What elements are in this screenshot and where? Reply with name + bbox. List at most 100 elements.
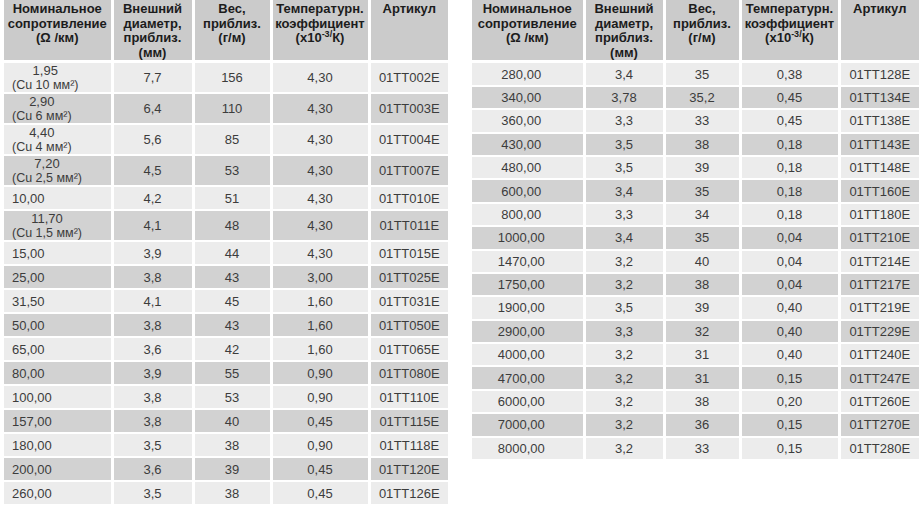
table-row: 200,003,6390,4501TT120E <box>4 457 448 481</box>
diameter-cell: 3,8 <box>112 409 193 433</box>
resistance-value: 430,00 <box>472 137 571 152</box>
weight-cell: 39 <box>193 457 271 481</box>
resistance-value: 157,00 <box>12 414 52 429</box>
copper-equivalent-note: (Cu 6 мм²) <box>12 109 72 123</box>
diameter-cell: 3,8 <box>112 265 193 289</box>
tcoeff-cell: 0,45 <box>271 481 369 504</box>
article-cell: 01TT110E <box>369 385 448 409</box>
resistance-value: 7,20 <box>12 156 82 171</box>
weight-cell: 36 <box>664 413 740 436</box>
tcoeff-cell: 0,15 <box>740 366 839 389</box>
resistance-table-right: Номинальное сопротивление (Ω /км) Внешни… <box>472 0 919 459</box>
copper-equivalent-note: (Cu 1,5 мм²) <box>12 226 82 240</box>
diameter-cell: 3,8 <box>112 385 193 409</box>
tcoeff-unit-tail: К) <box>802 30 814 45</box>
diameter-cell: 3,3 <box>584 320 664 343</box>
article-cell: 01TT214E <box>839 250 919 273</box>
weight-cell: 33 <box>664 437 740 459</box>
diameter-cell: 3,2 <box>584 413 664 436</box>
diameter-cell: 3,2 <box>584 343 664 366</box>
article-cell: 01TT065E <box>369 337 448 361</box>
tcoeff-cell: 0,04 <box>740 273 839 296</box>
article-cell: 01TT007E <box>369 155 448 186</box>
weight-cell: 35,2 <box>664 86 740 109</box>
article-cell: 01TT134E <box>839 86 919 109</box>
resistance-value: 260,00 <box>12 486 52 501</box>
tcoeff-cell: 0,18 <box>740 203 839 226</box>
weight-cell: 43 <box>193 313 271 337</box>
diameter-cell: 4,1 <box>112 289 193 313</box>
weight-cell: 44 <box>193 241 271 265</box>
col-header-article: Артикул <box>839 0 919 62</box>
article-cell: 01TT015E <box>369 241 448 265</box>
resistance-value: 8000,00 <box>472 441 571 456</box>
tcoeff-cell: 4,30 <box>271 62 369 94</box>
table-body: 280,003,4350,3801TT128E340,003,7835,20,4… <box>472 62 919 459</box>
resistance-cell: 800,00 <box>472 203 584 226</box>
tcoeff-cell: 0,18 <box>740 179 839 202</box>
resistance-cell: 10,00 <box>4 186 112 210</box>
weight-cell: 32 <box>664 320 740 343</box>
tcoeff-cell: 0,90 <box>271 385 369 409</box>
table-row: 430,003,5380,1801TT143E <box>472 133 919 156</box>
weight-cell: 38 <box>664 390 740 413</box>
tcoeff-cell: 0,38 <box>740 62 839 86</box>
diameter-cell: 3,9 <box>112 361 193 385</box>
tcoeff-cell: 0,45 <box>740 86 839 109</box>
resistance-cell: 11,70(Cu 1,5 мм²) <box>4 210 112 241</box>
tcoeff-cell: 0,45 <box>271 457 369 481</box>
resistance-table-left: Номинальное сопротивление (Ω /км) Внешни… <box>4 0 448 504</box>
table-row: 100,003,8530,9001TT110E <box>4 385 448 409</box>
diameter-cell: 4,2 <box>112 186 193 210</box>
weight-cell: 85 <box>193 124 271 155</box>
weight-cell: 53 <box>193 155 271 186</box>
resistance-value: 25,00 <box>12 270 45 285</box>
diameter-cell: 3,3 <box>584 203 664 226</box>
article-cell: 01TT260E <box>839 390 919 413</box>
tcoeff-cell: 4,30 <box>271 210 369 241</box>
table-row: 480,003,5390,1801TT148E <box>472 156 919 179</box>
resistance-value: 65,00 <box>12 342 45 357</box>
tcoeff-cell: 0,15 <box>740 437 839 459</box>
table-row: 4700,003,2310,1501TT247E <box>472 366 919 389</box>
table-row: 2,90(Cu 6 мм²)6,41104,3001TT003E <box>4 93 448 124</box>
weight-cell: 39 <box>664 296 740 319</box>
resistance-cell: 1750,00 <box>472 273 584 296</box>
resistance-cell: 600,00 <box>472 179 584 202</box>
weight-cell: 35 <box>664 226 740 249</box>
article-cell: 01TT210E <box>839 226 919 249</box>
diameter-cell: 7,7 <box>112 62 193 94</box>
resistance-value: 50,00 <box>12 318 45 333</box>
col-header-resistance: Номинальное сопротивление (Ω /км) <box>4 0 112 62</box>
resistance-cell: 65,00 <box>4 337 112 361</box>
article-cell: 01TT217E <box>839 273 919 296</box>
weight-cell: 48 <box>193 210 271 241</box>
tcoeff-cell: 4,30 <box>271 186 369 210</box>
tcoeff-header-unit: (x10-3/К) <box>296 30 345 45</box>
tcoeff-cell: 0,40 <box>740 343 839 366</box>
table-row: 800,003,3340,1801TT180E <box>472 203 919 226</box>
resistance-value: 1750,00 <box>472 277 571 292</box>
article-cell: 01TT180E <box>839 203 919 226</box>
article-cell: 01TT025E <box>369 265 448 289</box>
table-row: 1470,003,2400,0401TT214E <box>472 250 919 273</box>
diameter-cell: 3,5 <box>584 296 664 319</box>
article-cell: 01TT050E <box>369 313 448 337</box>
table-row: 1900,003,5390,4001TT219E <box>472 296 919 319</box>
diameter-cell: 3,3 <box>584 109 664 132</box>
tcoeff-cell: 0,90 <box>271 433 369 457</box>
article-cell: 01TT010E <box>369 186 448 210</box>
table-row: 10,004,2514,3001TT010E <box>4 186 448 210</box>
resistance-cell: 8000,00 <box>472 437 584 459</box>
article-cell: 01TT002E <box>369 62 448 94</box>
article-cell: 01TT031E <box>369 289 448 313</box>
resistance-value: 6000,00 <box>472 394 571 409</box>
resistance-cell: 15,00 <box>4 241 112 265</box>
resistance-cell: 4,40(Cu 4 мм²) <box>4 124 112 155</box>
table-row: 7,20(Cu 2,5 мм²)4,5534,3001TT007E <box>4 155 448 186</box>
article-cell: 01TT011E <box>369 210 448 241</box>
tcoeff-cell: 0,15 <box>740 413 839 436</box>
resistance-cell: 360,00 <box>472 109 584 132</box>
tcoeff-cell: 0,40 <box>740 320 839 343</box>
article-cell: 01TT219E <box>839 296 919 319</box>
